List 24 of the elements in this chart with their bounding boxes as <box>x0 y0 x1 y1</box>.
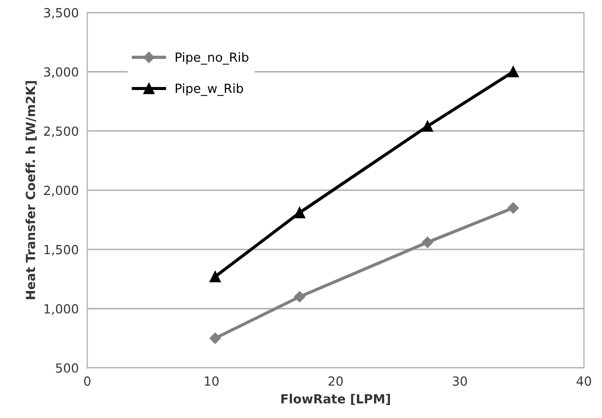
point <box>210 271 221 282</box>
y-tick-label: 3,500 <box>44 8 78 19</box>
point <box>422 236 434 248</box>
legend-label: Pipe_no_Rib <box>176 52 248 65</box>
x-tick-label: 0 <box>84 376 90 386</box>
x-tick-label: 30 <box>452 376 467 386</box>
x-tick-label: 10 <box>204 376 219 386</box>
point <box>508 202 519 214</box>
y-axis-title: Heat Transfer Coeff. h [W/m2K] <box>26 81 37 300</box>
y-tick-label: 2,000 <box>44 186 78 196</box>
y-tick-label: 1,000 <box>44 304 78 315</box>
x-axis-title: FlowRate [LPM] <box>281 394 390 405</box>
point <box>294 291 306 302</box>
point <box>294 207 306 218</box>
point <box>422 120 434 132</box>
point <box>210 332 221 344</box>
legend-label: Pipe_w_Rib <box>176 83 244 96</box>
y-tick-label: 2,500 <box>44 126 78 138</box>
point <box>508 66 519 78</box>
y-tick-label: 500 <box>56 363 78 373</box>
x-tick-label: 40 <box>576 376 592 386</box>
y-tick-label: 1,500 <box>44 244 78 256</box>
x-tick-label: 20 <box>328 376 343 386</box>
y-tick-label: 3,000 <box>44 67 78 78</box>
